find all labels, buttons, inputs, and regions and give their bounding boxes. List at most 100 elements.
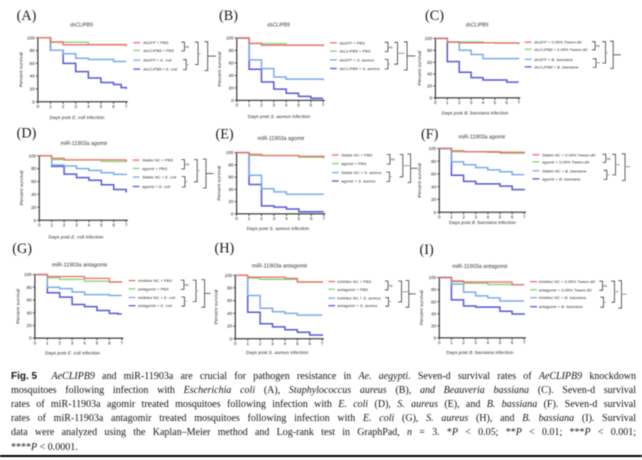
svg-text:5: 5 — [100, 222, 103, 227]
svg-text:dsGFP + 0.05% Tween-80: dsGFP + 0.05% Tween-80 — [534, 40, 582, 45]
svg-text:Days post B. bassiana infectio: Days post B. bassiana infection — [449, 220, 516, 226]
svg-text:(F): (F) — [421, 127, 439, 143]
svg-text:ns: ns — [391, 158, 395, 162]
svg-text:ns: ns — [596, 44, 600, 48]
svg-text:ns: ns — [185, 163, 189, 167]
svg-text:Stable NC + PBS: Stable NC + PBS — [142, 158, 173, 163]
svg-text:0: 0 — [430, 96, 433, 101]
svg-text:miR-11903a agomir: miR-11903a agomir — [61, 141, 108, 147]
svg-text:60: 60 — [228, 175, 234, 180]
svg-text:3: 3 — [474, 215, 477, 220]
svg-text:dsCLIPB9: dsCLIPB9 — [466, 22, 489, 28]
svg-text:7: 7 — [523, 215, 526, 220]
svg-text:*: * — [185, 300, 187, 304]
svg-text:40: 40 — [229, 73, 235, 78]
svg-text:Percent survival: Percent survival — [417, 51, 423, 86]
svg-text:antagomir + S. aureus: antagomir + S. aureus — [337, 303, 377, 308]
svg-text:*: * — [199, 52, 201, 56]
svg-text:3: 3 — [474, 340, 477, 345]
svg-text:80: 80 — [427, 48, 433, 53]
svg-text:1: 1 — [248, 103, 251, 108]
svg-text:2: 2 — [58, 340, 61, 345]
svg-text:100: 100 — [425, 36, 433, 41]
svg-text:(E): (E) — [216, 126, 234, 142]
svg-text:80: 80 — [229, 48, 235, 53]
svg-text:7: 7 — [523, 340, 526, 345]
svg-text:100: 100 — [226, 36, 234, 41]
svg-text:40: 40 — [31, 192, 37, 197]
svg-text:6: 6 — [112, 104, 115, 109]
svg-text:Percent survival: Percent survival — [417, 163, 423, 198]
svg-text:(D): (D) — [17, 126, 37, 142]
svg-text:*: * — [608, 173, 610, 177]
svg-text:5: 5 — [296, 341, 299, 346]
svg-text:3: 3 — [71, 340, 74, 345]
svg-text:7: 7 — [125, 104, 128, 109]
svg-text:*: * — [197, 290, 199, 294]
svg-text:Stable NC + 0.05% Tween-80: Stable NC + 0.05% Tween-80 — [542, 152, 596, 157]
svg-text:3: 3 — [75, 222, 78, 227]
svg-text:4: 4 — [285, 103, 288, 108]
svg-text:antagomir + B. bassiana: antagomir + B. bassiana — [539, 304, 584, 309]
svg-text:*: * — [604, 301, 606, 305]
svg-text:2: 2 — [260, 103, 263, 108]
svg-text:20: 20 — [431, 197, 437, 202]
svg-text:agomir + PBS: agomir + PBS — [341, 161, 366, 166]
svg-text:dsGFP + PBS: dsGFP + PBS — [340, 40, 366, 45]
svg-text:(A): (A) — [17, 8, 37, 24]
svg-text:20: 20 — [227, 324, 233, 329]
svg-text:0: 0 — [235, 216, 238, 221]
svg-text:agomir + S. aureus: agomir + S. aureus — [341, 179, 375, 184]
svg-text:7: 7 — [321, 341, 324, 346]
svg-text:40: 40 — [431, 184, 437, 189]
svg-text:*: * — [389, 301, 391, 305]
svg-text:Inhibitor NC + PBS: Inhibitor NC + PBS — [138, 278, 172, 283]
svg-text:100: 100 — [226, 150, 234, 155]
svg-text:100: 100 — [429, 275, 437, 280]
svg-text:dsGFP + PBS: dsGFP + PBS — [143, 40, 169, 45]
svg-text:0: 0 — [234, 341, 237, 346]
svg-text:agomir + 0.05% Tween-80: agomir + 0.05% Tween-80 — [542, 159, 590, 164]
svg-text:5: 5 — [100, 104, 103, 109]
svg-text:**: ** — [615, 291, 618, 295]
svg-text:60: 60 — [427, 60, 433, 65]
svg-text:dsGFP + S. aureus: dsGFP + S. aureus — [340, 57, 375, 62]
svg-text:4: 4 — [284, 341, 287, 346]
svg-text:(G): (G) — [12, 241, 32, 257]
svg-text:3: 3 — [273, 103, 276, 108]
svg-text:20: 20 — [27, 323, 33, 328]
svg-text:7: 7 — [322, 216, 325, 221]
svg-text:0: 0 — [434, 210, 437, 215]
svg-text:0: 0 — [29, 336, 32, 341]
svg-text:(C): (C) — [425, 8, 444, 24]
svg-text:Percent survival: Percent survival — [19, 52, 25, 87]
svg-text:ns: ns — [607, 157, 611, 161]
svg-text:20: 20 — [427, 84, 433, 89]
svg-text:dsGFP + E. coli: dsGFP + E. coli — [143, 58, 171, 63]
svg-text:0: 0 — [434, 100, 437, 105]
svg-text:2: 2 — [458, 100, 461, 105]
svg-text:6: 6 — [309, 341, 312, 346]
svg-text:Inhibitor NC + 0.05% Tween-80: Inhibitor NC + 0.05% Tween-80 — [539, 279, 596, 284]
svg-text:dsCLIPB9 + PBS: dsCLIPB9 + PBS — [143, 48, 174, 53]
svg-text:Stable NC + B. bassiana: Stable NC + B. bassiana — [542, 168, 587, 173]
svg-text:0: 0 — [231, 212, 234, 217]
svg-text:80: 80 — [30, 48, 36, 53]
svg-text:5: 5 — [499, 340, 502, 345]
svg-text:2: 2 — [63, 222, 66, 227]
svg-text:20: 20 — [31, 205, 37, 210]
svg-text:Inhibitor NC + S. aureus: Inhibitor NC + S. aureus — [337, 296, 380, 301]
svg-text:3: 3 — [74, 104, 77, 109]
svg-text:2: 2 — [259, 341, 262, 346]
svg-text:0: 0 — [34, 218, 37, 223]
svg-text:***: *** — [622, 293, 627, 297]
svg-text:20: 20 — [228, 199, 234, 204]
svg-text:4: 4 — [88, 222, 91, 227]
svg-text:5: 5 — [298, 216, 301, 221]
svg-text:4: 4 — [482, 100, 485, 105]
svg-text:3: 3 — [273, 216, 276, 221]
svg-text:6: 6 — [511, 215, 514, 220]
svg-text:100: 100 — [24, 272, 32, 277]
svg-text:60: 60 — [30, 61, 36, 66]
svg-text:antagomir + PBS: antagomir + PBS — [337, 287, 368, 292]
